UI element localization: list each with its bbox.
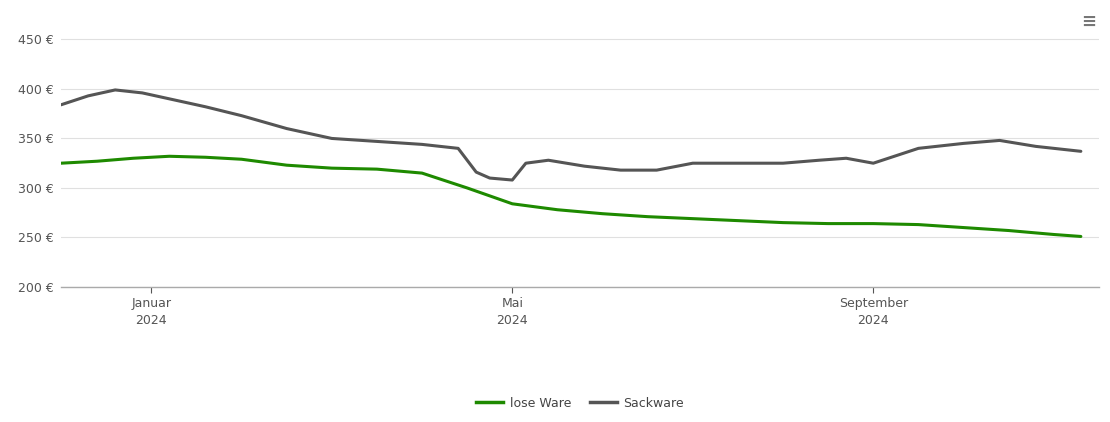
Legend: lose Ware, Sackware: lose Ware, Sackware — [471, 392, 689, 414]
Text: ≡: ≡ — [1081, 13, 1097, 31]
